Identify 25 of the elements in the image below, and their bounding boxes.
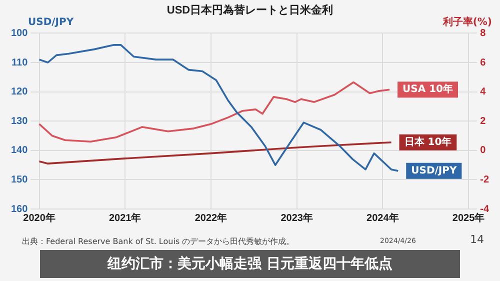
x-tick-label: 2022年	[194, 212, 228, 224]
y-tick-label: 110	[12, 57, 28, 68]
series-label: 日本 10年	[404, 136, 452, 148]
y2-axis-title: 利子率(%)	[442, 16, 492, 28]
x-tick-label: 2021年	[108, 212, 142, 224]
series-label: USA 10年	[402, 83, 454, 96]
source-note: 出典：Federal Reserve Bank of St. Louis のデータから田代秀敏が作成。	[22, 236, 294, 247]
y-tick-label: 140	[10, 145, 28, 156]
y2-tick-label: -2	[480, 174, 490, 186]
text: 纽约汇市：美元小幅走强 日元重返四十年低点	[40, 250, 460, 278]
y-tick-label: 150	[10, 174, 28, 186]
y2-tick-label: 8	[480, 28, 486, 39]
y2-tick-label: 0	[480, 145, 486, 156]
series-label: USD/JPY	[411, 166, 458, 177]
y-axis-title: USD/JPY	[28, 16, 74, 28]
y-tick-label: 130	[10, 116, 28, 127]
text: 14	[470, 233, 484, 246]
y2-tick-label: 2	[480, 116, 486, 127]
y2-tick-label: 6	[480, 57, 486, 68]
x-tick-label: 2023年	[280, 212, 313, 224]
x-tick-label: 2024年	[366, 212, 399, 224]
y2-tick-label: 4	[480, 86, 486, 98]
y-tick-label: 100	[10, 28, 28, 39]
y-tick-label: 120	[10, 86, 28, 98]
chart-title: USD日本円為替レートと日米金利	[166, 4, 334, 17]
